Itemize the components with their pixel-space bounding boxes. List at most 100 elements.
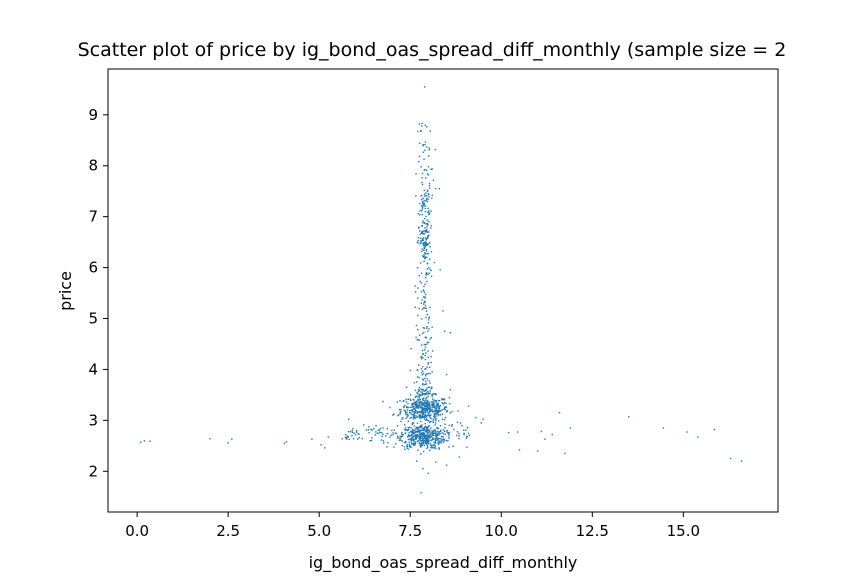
- data-point: [431, 434, 433, 436]
- data-point: [436, 409, 438, 411]
- data-point: [458, 435, 460, 437]
- data-point: [356, 431, 358, 434]
- data-point: [435, 435, 437, 438]
- data-point: [429, 432, 432, 435]
- data-point: [419, 429, 421, 432]
- data-point: [425, 253, 427, 255]
- data-point: [421, 358, 423, 360]
- data-point: [422, 399, 425, 402]
- data-point: [404, 427, 407, 429]
- data-point: [422, 249, 425, 251]
- data-point: [442, 441, 445, 443]
- data-point: [420, 198, 423, 201]
- data-point: [420, 130, 422, 132]
- data-point: [437, 411, 440, 414]
- data-point: [357, 438, 359, 440]
- data-point: [418, 407, 420, 409]
- data-point: [375, 431, 377, 433]
- data-point: [406, 444, 409, 446]
- data-point: [409, 417, 411, 419]
- data-point: [417, 429, 419, 431]
- data-point: [424, 149, 426, 152]
- data-point: [424, 413, 427, 415]
- data-point: [430, 420, 432, 423]
- data-point: [420, 195, 422, 197]
- data-point: [431, 197, 433, 200]
- data-point: [408, 431, 410, 434]
- data-point: [445, 402, 447, 405]
- data-point: [418, 376, 420, 379]
- data-point: [441, 413, 444, 415]
- data-point: [422, 407, 425, 410]
- data-point: [370, 428, 372, 431]
- data-point: [431, 439, 433, 441]
- data-point: [421, 230, 423, 233]
- data-point: [430, 447, 432, 449]
- data-point: [403, 424, 406, 426]
- data-point: [424, 205, 427, 207]
- data-point: [411, 428, 414, 430]
- data-point: [416, 426, 418, 429]
- data-point: [414, 431, 416, 434]
- data-point: [411, 404, 414, 406]
- data-point: [379, 427, 381, 430]
- data-point: [425, 402, 427, 404]
- data-point: [365, 429, 368, 431]
- data-point: [425, 426, 427, 428]
- data-point: [421, 402, 423, 405]
- data-point: [421, 177, 423, 179]
- data-point: [428, 402, 430, 405]
- data-point: [421, 440, 423, 442]
- data-point: [456, 431, 459, 433]
- data-point: [423, 416, 425, 419]
- data-point: [425, 243, 427, 246]
- data-point: [416, 407, 418, 409]
- data-point: [405, 398, 407, 401]
- data-point: [348, 438, 350, 441]
- data-point: [418, 403, 421, 405]
- data-point: [351, 434, 353, 437]
- data-point: [418, 388, 420, 391]
- data-point: [426, 419, 429, 421]
- data-point: [420, 415, 423, 418]
- data-point: [430, 168, 432, 170]
- data-point: [449, 403, 451, 405]
- data-point: [466, 446, 468, 449]
- data-point: [428, 412, 430, 414]
- data-point: [423, 252, 426, 254]
- data-point: [405, 412, 407, 414]
- data-point: [374, 434, 377, 436]
- data-point: [421, 394, 423, 396]
- data-point: [425, 401, 428, 404]
- data-point: [443, 419, 446, 421]
- data-point: [419, 395, 422, 397]
- data-point: [414, 412, 416, 414]
- data-point: [425, 442, 427, 445]
- data-point: [448, 446, 450, 448]
- data-point: [434, 148, 436, 151]
- data-point: [411, 422, 414, 424]
- data-point: [409, 398, 412, 400]
- data-point: [436, 441, 439, 444]
- data-point: [351, 431, 354, 434]
- data-point: [419, 427, 422, 429]
- data-point: [434, 439, 437, 441]
- data-point: [425, 397, 427, 399]
- data-point: [444, 401, 446, 404]
- data-point: [421, 205, 423, 207]
- data-point: [425, 327, 428, 329]
- data-point: [423, 246, 426, 249]
- data-point: [411, 406, 413, 408]
- data-point: [407, 436, 409, 438]
- data-point: [418, 386, 421, 389]
- data-point: [429, 212, 431, 215]
- data-point: [424, 411, 427, 413]
- data-point: [227, 442, 229, 444]
- data-point: [430, 361, 432, 364]
- data-point: [412, 433, 415, 435]
- data-point: [426, 410, 428, 412]
- data-point: [433, 412, 436, 415]
- data-point: [424, 392, 427, 395]
- data-point: [421, 183, 424, 186]
- data-point: [422, 436, 424, 438]
